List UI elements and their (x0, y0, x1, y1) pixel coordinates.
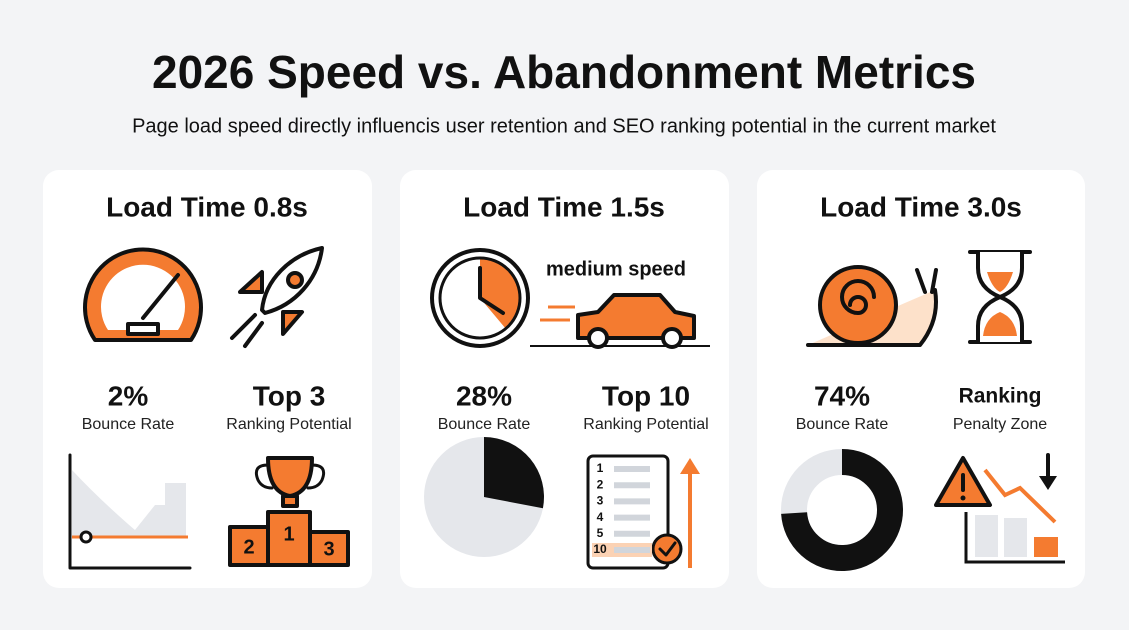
podium-number: 2 (243, 536, 254, 558)
line-chart-icon (68, 453, 192, 570)
ranking-label: Ranking Potential (226, 416, 351, 433)
ranking-label: Ranking Potential (583, 416, 708, 433)
hourglass-icon (968, 250, 1032, 344)
rank-number: 4 (597, 510, 604, 524)
bounce-value: 28% (456, 380, 512, 411)
podium-number: 3 (323, 538, 334, 560)
cards (43, 170, 1085, 588)
podium (228, 510, 350, 567)
title: 2026 Speed vs. Abandonment Metrics (152, 46, 976, 98)
ranking-label: Penalty Zone (953, 416, 1047, 433)
clock-icon (430, 248, 530, 348)
card-heading: Load Time 1.5s (463, 191, 665, 222)
trophy-icon (254, 456, 326, 508)
ranking-value: Top 3 (253, 380, 326, 411)
rank-number: 10 (593, 542, 607, 556)
rank-number: 3 (597, 494, 604, 508)
podium-number: 1 (283, 523, 294, 545)
bounce-label: Bounce Rate (82, 416, 175, 433)
subtitle: Page load speed directly influencis user… (132, 115, 996, 137)
donut-slice (781, 449, 903, 571)
gauge-icon (83, 247, 203, 342)
bounce-label: Bounce Rate (438, 416, 531, 433)
penalty-icon (934, 453, 1065, 564)
rank-number: 2 (597, 477, 604, 491)
bounce-value: 74% (814, 380, 870, 411)
bounce-value: 2% (108, 380, 149, 411)
rocket-icon (230, 246, 324, 348)
pie-slice (484, 437, 545, 509)
card-heading: Load Time 0.8s (106, 191, 308, 222)
bounce-label: Bounce Rate (796, 416, 889, 433)
snail-icon (806, 265, 938, 347)
ranking-value: Ranking (959, 385, 1042, 408)
rank-number: 5 (597, 526, 604, 540)
speed-label: medium speed (546, 258, 686, 280)
card-heading: Load Time 3.0s (820, 191, 1022, 222)
ranking-value: Top 10 (602, 380, 690, 411)
rank-number: 1 (597, 461, 604, 475)
car-icon (530, 293, 710, 349)
